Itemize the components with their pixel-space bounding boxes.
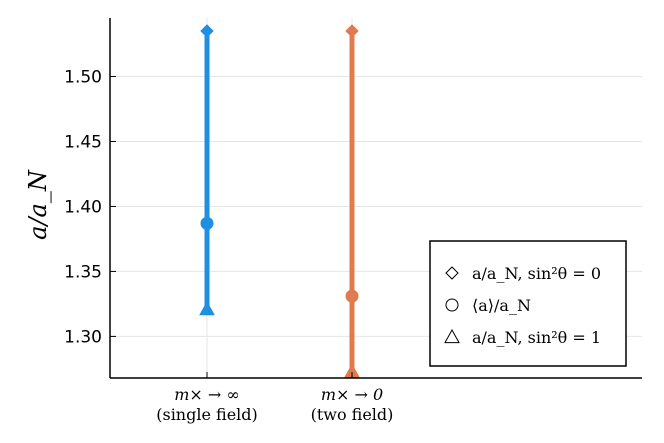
y-ticks: 1.30 1.35 1.40 1.45 1.50 [64,67,116,347]
x-tick-label-1: m× → 0 [321,385,383,404]
y-axis-label: a/a_N [24,169,52,240]
y-tick-label-0: 1.30 [64,327,102,347]
point-diamond-0 [200,24,214,38]
range-lines [204,30,355,372]
point-triangle-0 [199,301,215,316]
legend-marker-circle [445,298,459,312]
y-tick-label-1: 1.35 [64,262,102,282]
axes [109,18,642,379]
legend-entry-0: a/a_N, sin²θ = 0 [472,264,601,283]
point-circle-1 [345,289,359,303]
x-tick-label-0: m× → ∞ [174,385,239,404]
point-diamond-1 [345,24,359,38]
data-points [199,24,360,378]
y-tick-label-3: 1.45 [64,132,102,152]
legend-marker-diamond [445,266,459,280]
x-tick-sublabel-0: (single field) [156,405,258,424]
legend: a/a_N, sin²θ = 0 ⟨a⟩/a_N a/a_N, sin²θ = 1 [429,240,627,367]
legend-box [429,240,627,367]
x-tick-sublabel-1: (two field) [311,405,394,424]
y-tick-label-2: 1.40 [64,197,102,217]
legend-marker-triangle [444,328,460,344]
x-ticks: m× → ∞(single field) m× → 0(two field) [156,372,393,424]
legend-entry-1: ⟨a⟩/a_N [472,296,531,315]
legend-entry-2: a/a_N, sin²θ = 1 [472,328,601,347]
point-circle-0 [200,216,214,230]
y-tick-label-4: 1.50 [64,67,102,87]
